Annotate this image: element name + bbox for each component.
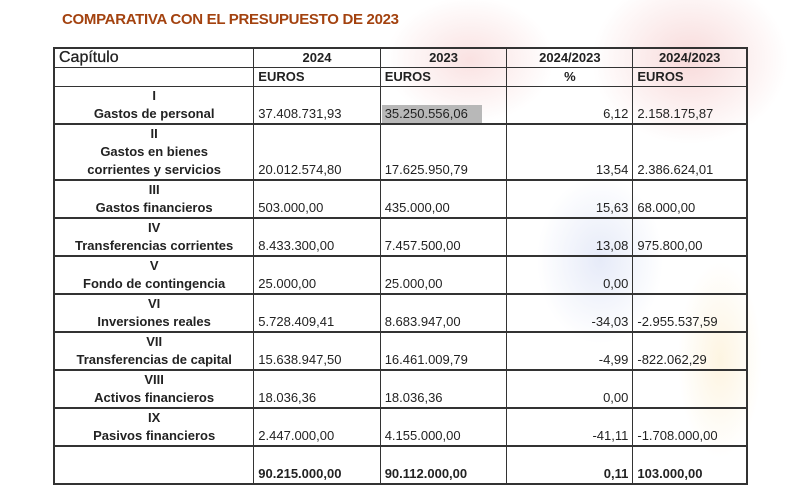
chapter-cell: VII Transferencias de capital <box>53 331 255 371</box>
chapter-cell: VIII Activos financieros <box>53 369 255 409</box>
header-diff: 2024/2023 <box>632 47 748 68</box>
table-row: VIII Activos financieros 18.036,36 18.036,3… <box>53 369 748 409</box>
value-pct: 0,00 <box>506 255 634 295</box>
value-2023: 25.000,00 <box>379 255 508 295</box>
chapter-number: VI <box>148 296 161 311</box>
total-diff: 103.000,00 <box>632 445 748 485</box>
chapter-name: corrientes y servicios <box>87 162 221 177</box>
value-diff <box>632 369 748 409</box>
chapter-name: Activos financieros <box>94 390 215 405</box>
units-row: EUROS EUROS % EUROS <box>53 67 748 87</box>
value-pct: -4,99 <box>506 331 634 371</box>
chapter-name: Gastos en bienes <box>100 144 208 159</box>
chapter-cell: V Fondo de contingencia <box>53 255 255 295</box>
unit-2024: EUROS <box>253 67 381 87</box>
unit-2023: EUROS <box>379 67 508 87</box>
value-diff: 2.386.624,01 <box>632 123 748 181</box>
table-row: III Gastos financieros 503.000,00 435.000,0… <box>53 179 748 219</box>
value-diff: -1.708.000,00 <box>632 407 748 447</box>
unit-diff: EUROS <box>632 67 748 87</box>
header-pct: 2024/2023 <box>506 47 634 68</box>
chapter-name: Pasivos financieros <box>93 428 216 443</box>
chapter-number: IX <box>148 410 161 425</box>
total-row: 90.215.000,00 90.112.000,00 0,11 103.000,00 <box>53 445 748 485</box>
chapter-name: Transferencias corrientes <box>75 238 234 253</box>
table-row: IV Transferencias corrientes 8.433.300,00 7… <box>53 217 748 257</box>
unit-capitulo <box>53 67 255 87</box>
value-diff: 2.158.175,87 <box>632 86 748 125</box>
chapter-cell: III Gastos financieros <box>53 179 255 219</box>
value-2024: 20.012.574,80 <box>253 123 381 181</box>
chapter-cell: I Gastos de personal <box>53 86 255 125</box>
chapter-cell: VI Inversiones reales <box>53 293 255 333</box>
value-pct: 15,63 <box>506 179 634 219</box>
value-diff: 975.800,00 <box>632 217 748 257</box>
value-2023: 18.036,36 <box>379 369 508 409</box>
value-2024: 15.638.947,50 <box>253 331 381 371</box>
chapter-number: VIII <box>144 372 164 387</box>
value-pct: -41,11 <box>506 407 634 447</box>
value-2023: 4.155.000,00 <box>379 407 508 447</box>
table-row: IX Pasivos financieros 2.447.000,00 4.155.0… <box>53 407 748 447</box>
value-2024: 503.000,00 <box>253 179 381 219</box>
header-row: Capítulo 2024 2023 2024/2023 2024/2023 <box>53 47 748 68</box>
value-diff <box>632 255 748 295</box>
value-2023: 7.457.500,00 <box>379 217 508 257</box>
value-pct: 6,12 <box>506 86 634 125</box>
value-2024: 25.000,00 <box>253 255 381 295</box>
table-row: VI Inversiones reales 5.728.409,41 8.683.94… <box>53 293 748 333</box>
chapter-name: Fondo de contingencia <box>83 276 226 291</box>
table-row: VII Transferencias de capital 15.638.947,5… <box>53 331 748 371</box>
value-diff: 68.000,00 <box>632 179 748 219</box>
chapter-number: II <box>150 126 158 141</box>
chapter-number: III <box>148 182 160 197</box>
value-2024: 37.408.731,93 <box>253 86 381 125</box>
value-2024: 5.728.409,41 <box>253 293 381 333</box>
value-2023: 17.625.950,79 <box>379 123 508 181</box>
table-row: V Fondo de contingencia 25.000,00 25.000,00… <box>53 255 748 295</box>
chapter-name: Gastos financieros <box>95 200 213 215</box>
value-pct: 0,00 <box>506 369 634 409</box>
header-2023: 2023 <box>379 47 508 68</box>
header-2024: 2024 <box>253 47 381 68</box>
chapter-number: V <box>149 258 159 273</box>
budget-comparison-table: Capítulo 2024 2023 2024/2023 2024/2023 E… <box>53 47 748 485</box>
value-2023: 35.250.556,06 <box>379 86 508 125</box>
value-2023: 8.683.947,00 <box>379 293 508 333</box>
value-pct: 13,54 <box>506 123 634 181</box>
chapter-number: IV <box>148 220 161 235</box>
chapter-cell: IV Transferencias corrientes <box>53 217 255 257</box>
chapter-name: Transferencias de capital <box>76 352 232 367</box>
unit-pct: % <box>506 67 634 87</box>
chapter-number: I <box>152 88 156 103</box>
value-pct: 13,08 <box>506 217 634 257</box>
highlighted-value: 35.250.556,06 <box>381 105 482 123</box>
value-2024: 8.433.300,00 <box>253 217 381 257</box>
page-title: COMPARATIVA CON EL PRESUPUESTO DE 2023 <box>62 11 399 28</box>
table-row: I Gastos de personal 37.408.731,93 35.250.5… <box>53 86 748 125</box>
value-2024: 18.036,36 <box>253 369 381 409</box>
chapter-name: Inversiones reales <box>97 314 211 329</box>
chapter-number: VII <box>146 334 163 349</box>
total-2023: 90.112.000,00 <box>379 445 508 485</box>
value-diff: -822.062,29 <box>632 331 748 371</box>
value-2023: 16.461.009,79 <box>379 331 508 371</box>
total-label <box>53 445 255 485</box>
total-2024: 90.215.000,00 <box>253 445 381 485</box>
chapter-cell: II Gastos en bienes corrientes y servicios <box>53 123 255 181</box>
value-diff: -2.955.537,59 <box>632 293 748 333</box>
chapter-cell: IX Pasivos financieros <box>53 407 255 447</box>
table-row: II Gastos en bienes corrientes y servicios… <box>53 123 748 181</box>
total-pct: 0,11 <box>506 445 634 485</box>
value-2024: 2.447.000,00 <box>253 407 381 447</box>
value-pct: -34,03 <box>506 293 634 333</box>
header-capitulo: Capítulo <box>53 47 255 68</box>
value-2023: 435.000,00 <box>379 179 508 219</box>
chapter-name: Gastos de personal <box>93 106 215 121</box>
